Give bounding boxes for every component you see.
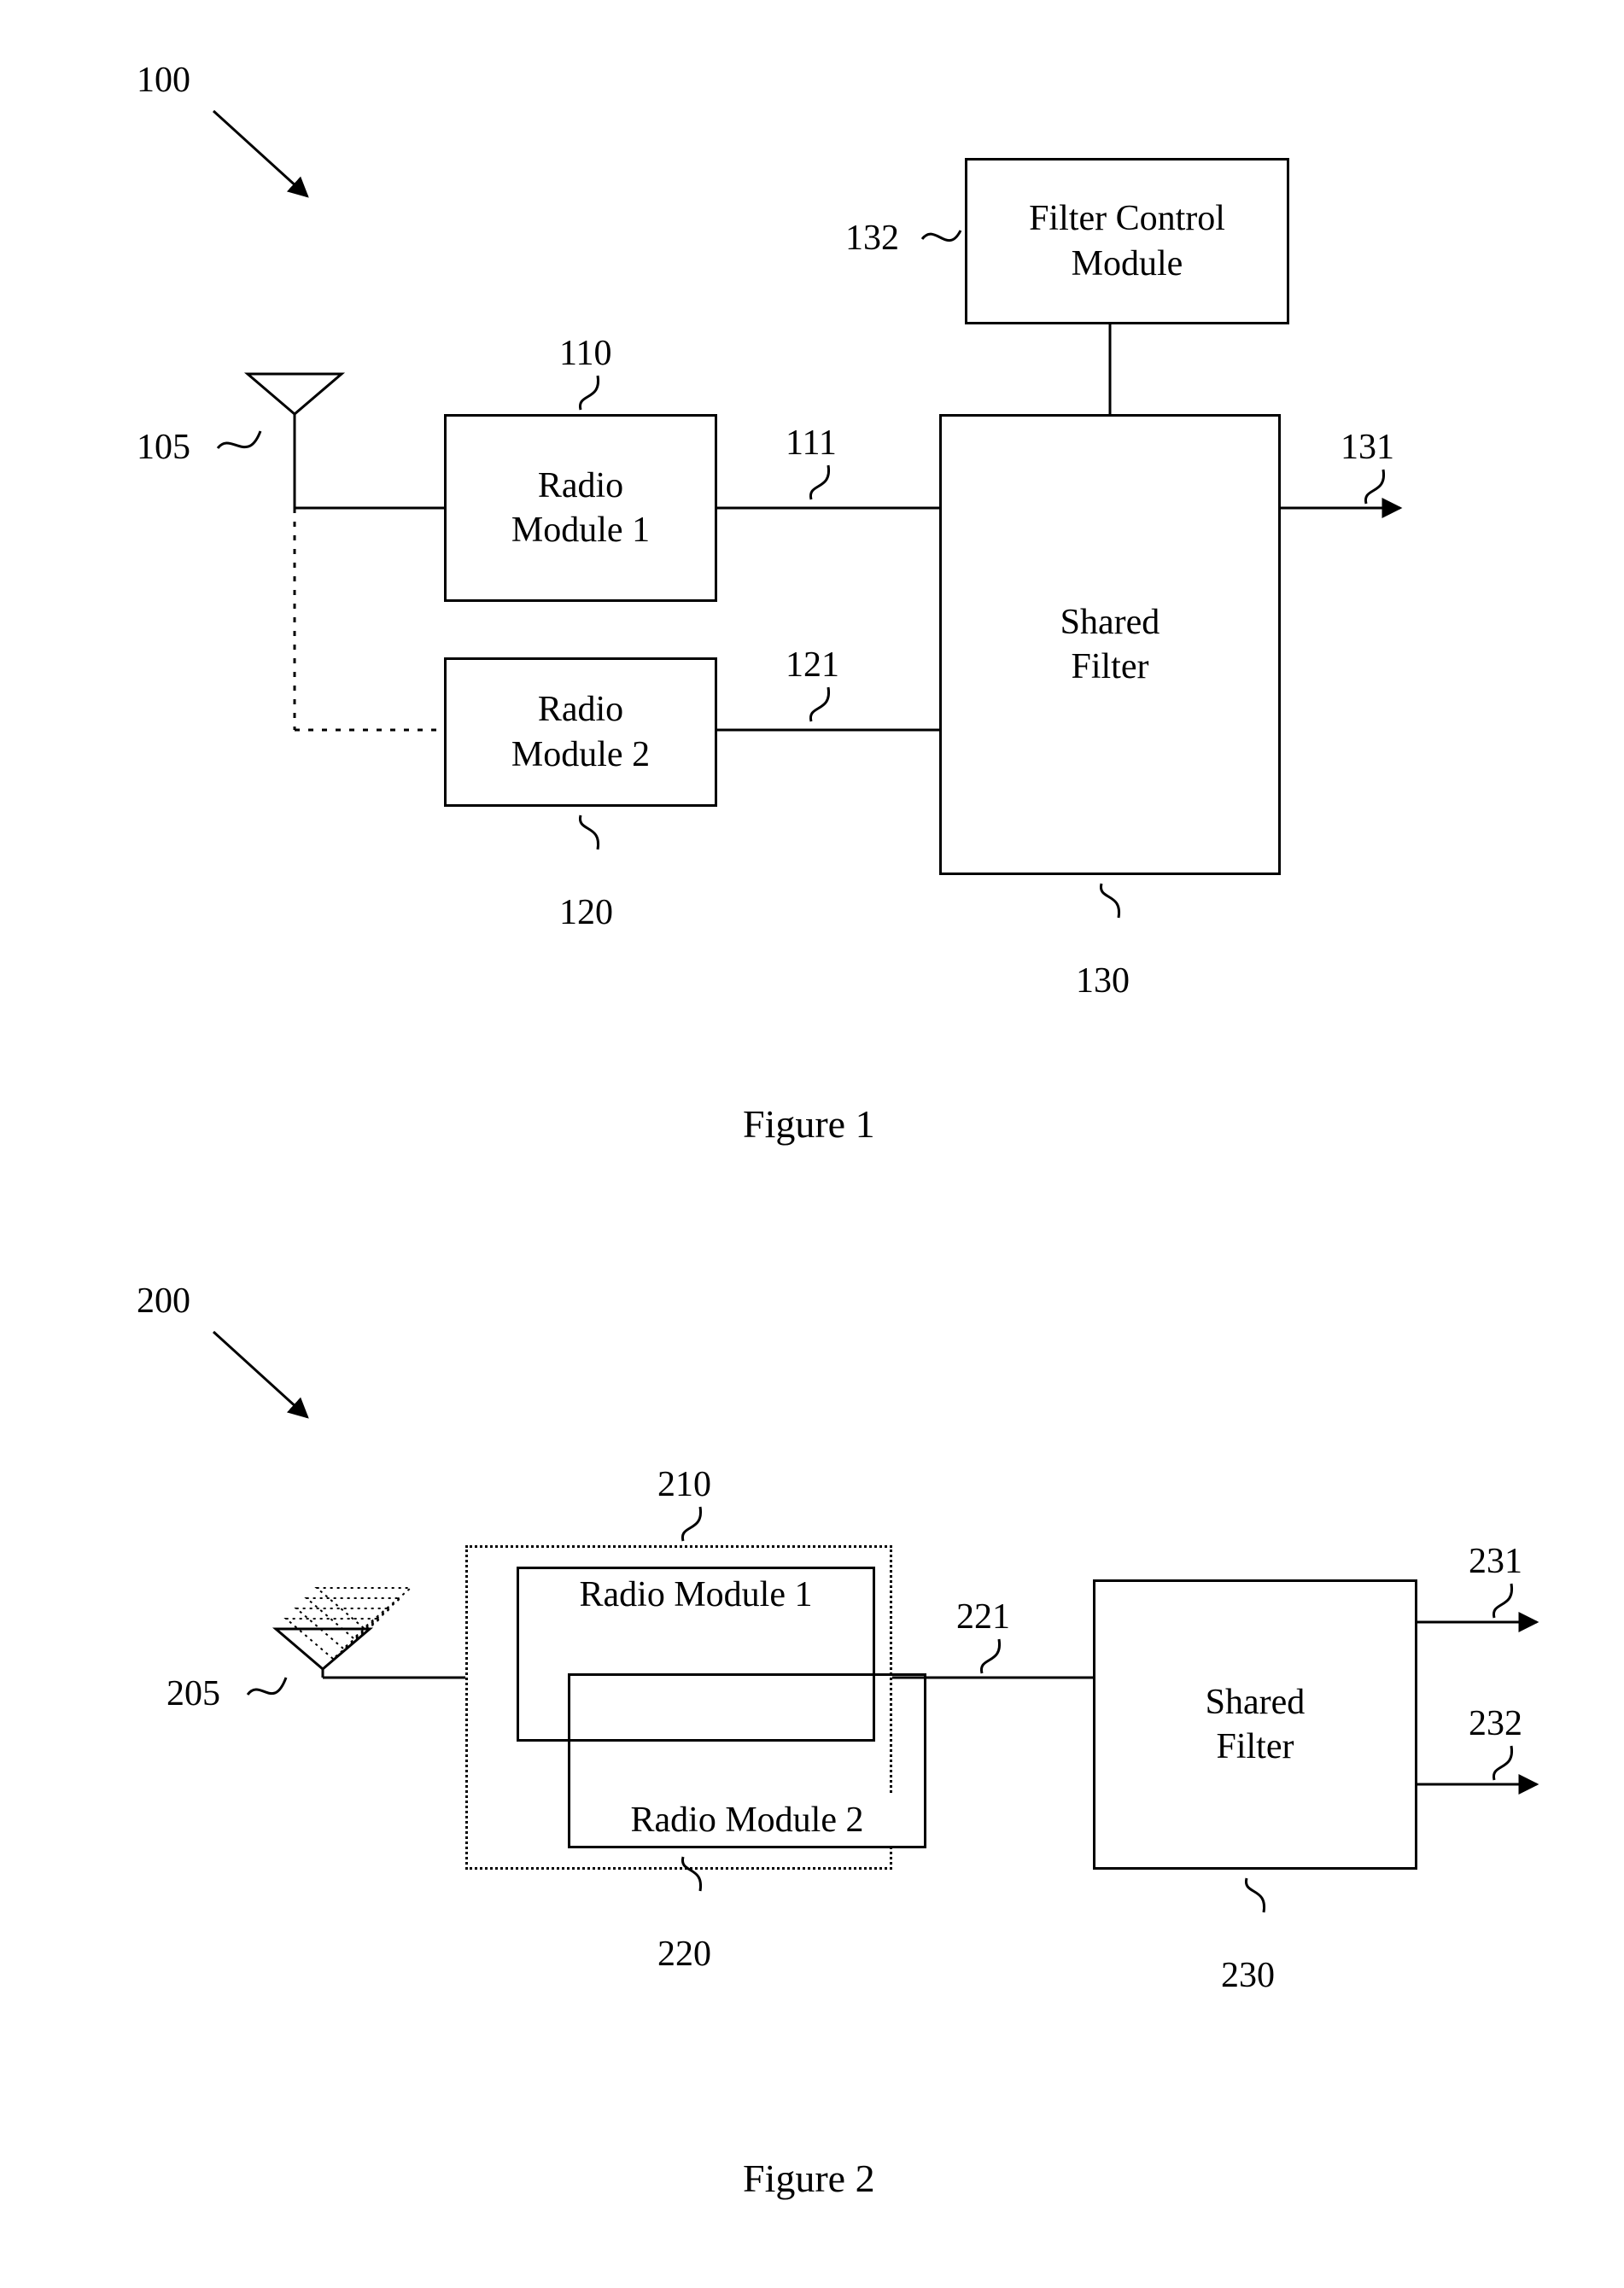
fig1-tilde-132 — [922, 231, 961, 241]
fig1-radio2-label: RadioModule 2 — [508, 684, 653, 780]
fig1-tilde-130 — [1101, 884, 1119, 918]
fig1-tilde-131 — [1365, 470, 1383, 504]
fig2-ref-210: 210 — [657, 1464, 711, 1505]
fig2-tilde-210 — [682, 1507, 700, 1541]
fig1-filter-control-label: Filter ControlModule — [1025, 193, 1229, 289]
fig2-tilde-230 — [1246, 1878, 1264, 1912]
fig1-ref-110: 110 — [559, 333, 611, 374]
fig2-tilde-205 — [248, 1678, 286, 1695]
fig2-antenna-array-icon — [276, 1588, 411, 1678]
fig1-shared-filter-label: SharedFilter — [1057, 597, 1164, 693]
fig2-tilde-232 — [1493, 1746, 1511, 1780]
fig1-ref-121: 121 — [786, 645, 839, 686]
fig2-shared-filter: SharedFilter — [1093, 1579, 1417, 1870]
fig2-caption: Figure 2 — [743, 2156, 875, 2201]
fig2-ref-221: 221 — [956, 1596, 1010, 1637]
fig2-radio-module-2: Radio Module 2 — [568, 1673, 926, 1848]
fig1-shared-filter: SharedFilter — [939, 414, 1281, 875]
fig2-radio1-label: Radio Module 1 — [519, 1569, 873, 1621]
fig2-ref-232: 232 — [1469, 1703, 1522, 1744]
fig1-tilde-110 — [580, 376, 598, 410]
fig2-tilde-221 — [981, 1639, 999, 1673]
fig1-antenna-icon — [248, 374, 342, 414]
fig2-shared-filter-label: SharedFilter — [1202, 1677, 1309, 1773]
fig2-radio2-label: Radio Module 2 — [570, 1795, 924, 1847]
fig1-ref-132: 132 — [845, 218, 899, 259]
fig1-ref-111: 111 — [786, 423, 837, 464]
fig1-tilde-121 — [810, 687, 828, 721]
fig1-tilde-120 — [580, 815, 598, 849]
fig1-radio-module-1: RadioModule 1 — [444, 414, 717, 602]
fig1-ref-131: 131 — [1341, 427, 1394, 468]
fig2-ref-230: 230 — [1221, 1955, 1275, 1996]
fig1-ref-130: 130 — [1076, 960, 1130, 1001]
fig2-ref-231: 231 — [1469, 1541, 1522, 1582]
fig1-ref-120: 120 — [559, 892, 613, 933]
fig1-caption: Figure 1 — [743, 1101, 875, 1147]
fig1-system-arrow — [213, 111, 307, 196]
fig1-radio-module-2: RadioModule 2 — [444, 657, 717, 807]
fig1-system-label: 100 — [137, 60, 190, 101]
fig2-system-arrow — [213, 1332, 307, 1417]
fig1-ref-105: 105 — [137, 427, 190, 468]
fig1-tilde-111 — [810, 465, 828, 499]
fig1-radio1-label: RadioModule 1 — [508, 460, 653, 557]
fig1-filter-control-module: Filter ControlModule — [965, 158, 1289, 324]
fig2-ref-220: 220 — [657, 1934, 711, 1975]
fig2-tilde-231 — [1493, 1584, 1511, 1618]
fig1-tilde-105 — [218, 431, 260, 448]
fig2-ref-205: 205 — [166, 1673, 220, 1714]
fig2-system-label: 200 — [137, 1281, 190, 1322]
